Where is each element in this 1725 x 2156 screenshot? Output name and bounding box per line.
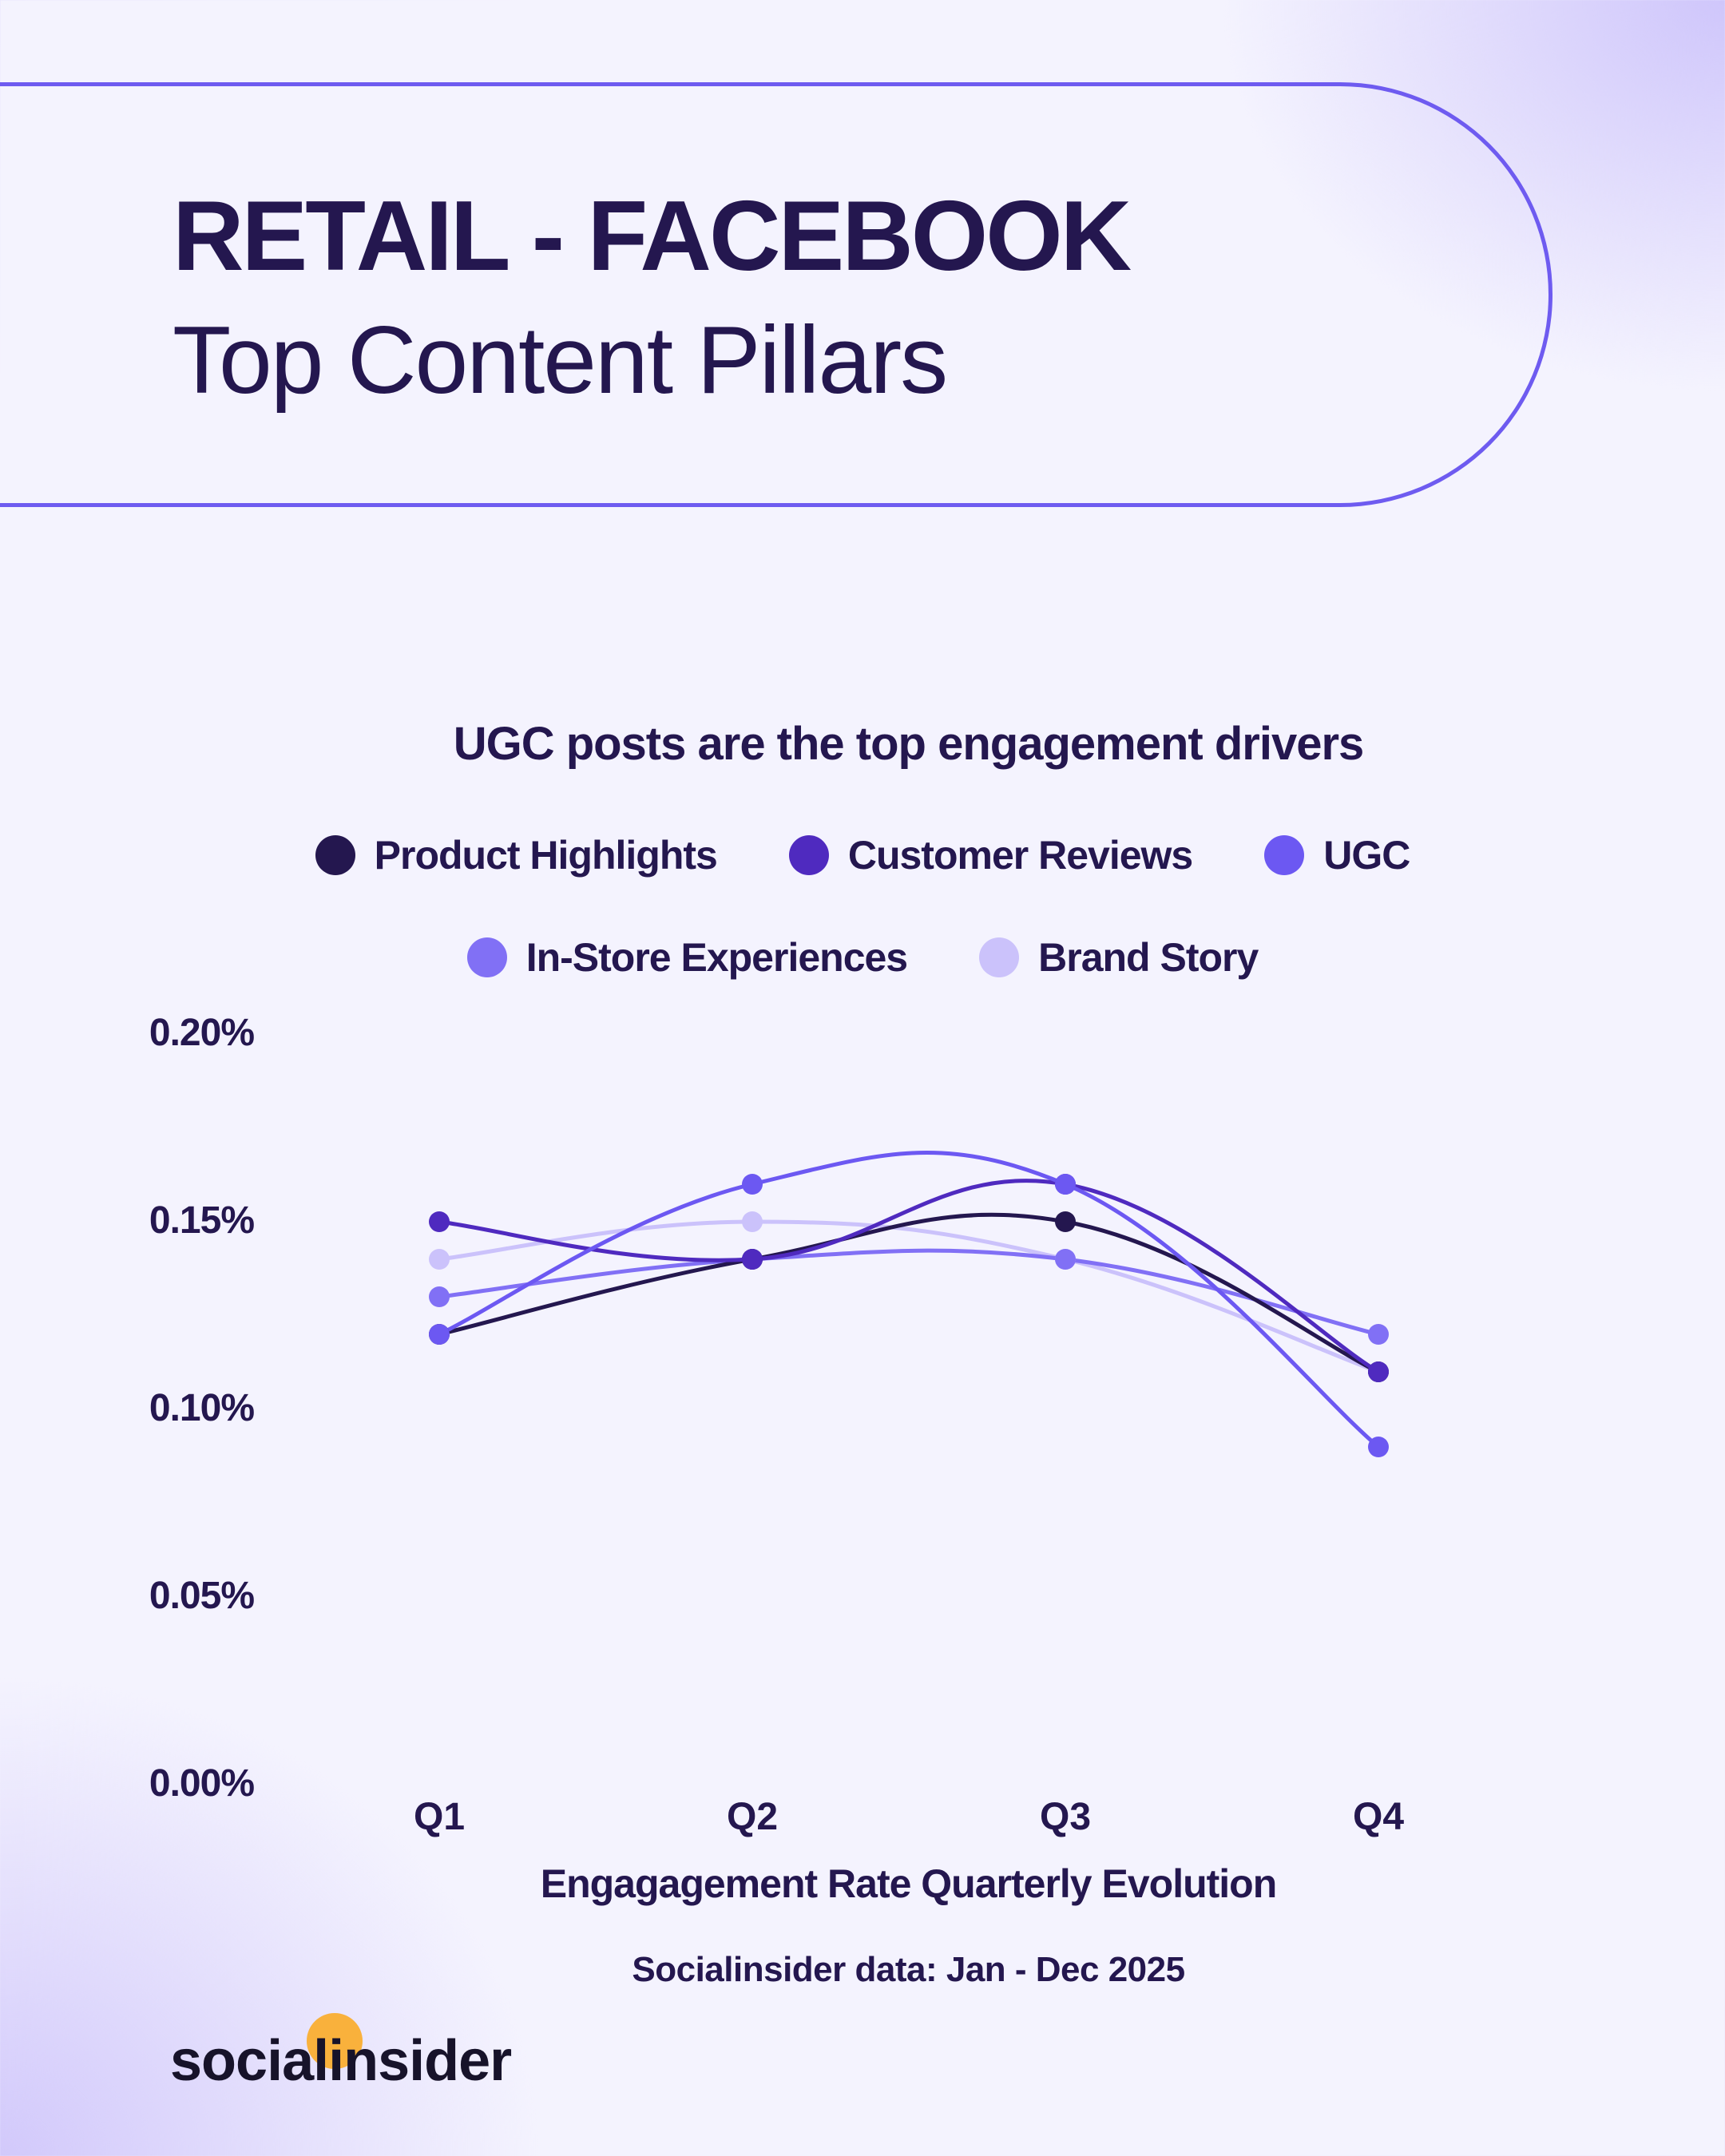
legend-label: In-Store Experiences — [525, 935, 908, 980]
data-point — [1368, 1324, 1389, 1345]
page-subtitle: Top Content Pillars — [172, 307, 948, 414]
legend-dot-icon — [788, 835, 829, 875]
y-tick-label: 0.10% — [149, 1387, 255, 1429]
data-point — [429, 1211, 450, 1232]
data-point — [742, 1211, 763, 1232]
data-point — [1055, 1174, 1076, 1195]
data-point — [429, 1249, 450, 1270]
data-point — [1055, 1211, 1076, 1232]
legend-item-brand-story: Brand Story — [979, 934, 1259, 981]
legend-label: UGC — [1323, 833, 1410, 878]
legend-dot-icon — [315, 835, 355, 875]
data-point — [1368, 1361, 1389, 1382]
data-point — [1368, 1437, 1389, 1457]
data-point — [742, 1249, 763, 1270]
x-tick-label: Q2 — [726, 1796, 779, 1838]
x-axis-label: Engagagement Rate Quarterly Evolution — [540, 1861, 1278, 1906]
page-title: RETAIL - FACEBOOK — [172, 181, 1132, 291]
x-tick-label: Q4 — [1352, 1796, 1405, 1838]
x-tick-label: Q3 — [1039, 1796, 1092, 1838]
legend-item-product-highlights: Product Highlights — [315, 832, 718, 878]
data-source-note: Socialinsider data: Jan - Dec 2025 — [632, 1950, 1185, 1989]
chart-title: UGC posts are the top engagement drivers — [453, 718, 1365, 770]
legend-item-customer-reviews: Customer Reviews — [788, 832, 1193, 878]
logo-dot-icon — [307, 2013, 363, 2069]
legend-dot-icon — [979, 937, 1020, 977]
x-tick-label: Q1 — [413, 1796, 466, 1838]
series-line — [438, 1179, 1380, 1374]
socialinsider-logo: socialinsider — [170, 2029, 512, 2093]
y-tick-label: 0.20% — [149, 1012, 255, 1054]
data-point — [1055, 1249, 1076, 1270]
series-line — [438, 1248, 1379, 1337]
legend-dot-icon — [1264, 835, 1305, 875]
legend-row-1: Product Highlights Customer Reviews UGC — [0, 832, 1725, 878]
data-point — [429, 1286, 450, 1307]
legend-label: Brand Story — [1038, 935, 1259, 980]
legend-row-2: In-Store Experiences Brand Story — [0, 934, 1725, 981]
legend-item-in-store-experiences: In-Store Experiences — [466, 934, 908, 981]
legend-item-ugc: UGC — [1264, 832, 1410, 878]
y-tick-label: 0.15% — [149, 1199, 255, 1242]
legend-label: Customer Reviews — [847, 833, 1193, 878]
y-tick-label: 0.00% — [149, 1762, 255, 1805]
y-tick-label: 0.05% — [149, 1575, 255, 1617]
series-line — [438, 1151, 1380, 1449]
data-point — [742, 1174, 763, 1195]
series-line — [438, 1212, 1380, 1374]
data-point — [429, 1324, 450, 1345]
legend-dot-icon — [466, 937, 507, 977]
header-banner — [0, 82, 1552, 507]
legend-label: Product Highlights — [374, 833, 718, 878]
